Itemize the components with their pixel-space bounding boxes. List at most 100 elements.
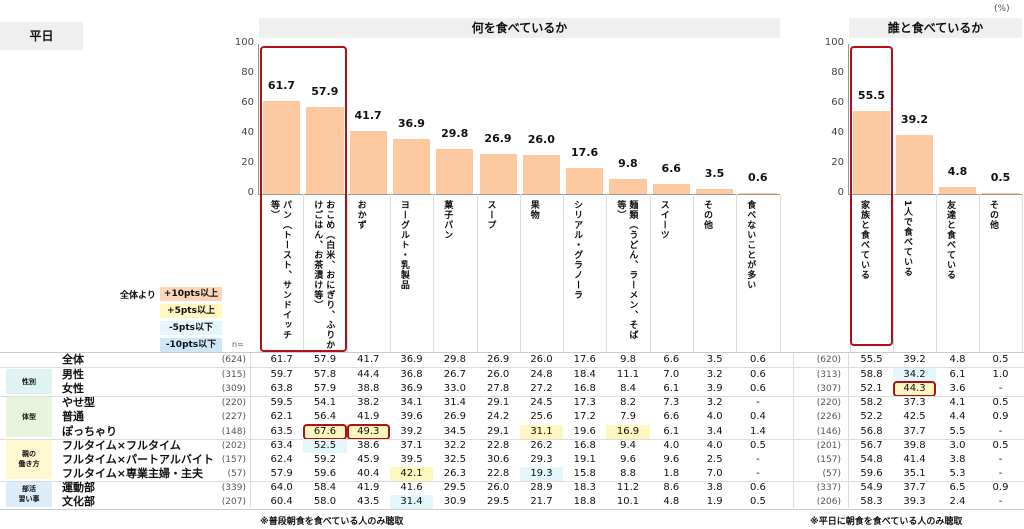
table-cell: 43.5 [357,496,380,507]
table-cell: - [998,496,1003,507]
table-cell: 0.6 [749,481,766,493]
table-divider [793,353,794,509]
y-axis [848,44,849,194]
y-tick-label: 20 [241,157,254,168]
table-cell: 8.8 [620,467,636,479]
n-count: (315) [221,370,246,381]
table-cell: 18.4 [573,369,596,381]
row-divider [0,396,1024,398]
table-cell: - [756,467,760,479]
category-label: 家族と食べている [859,200,869,280]
table-cell: 57.9 [313,354,337,365]
row-label: 女性 [62,382,84,396]
table-divider [848,353,849,509]
data-label: 9.8 [618,157,638,171]
table-cell: 54.9 [860,481,883,493]
data-label: 26.9 [484,131,512,145]
y-tick-label: 0 [247,187,254,198]
table-cell: 16.8 [573,383,596,395]
category-label: ヨーグルト・乳製品 [398,200,409,290]
table-cell: 37.3 [903,397,926,409]
table-cell: 27.8 [487,383,510,395]
table-cell: 9.6 [620,453,636,465]
table-cell: 24.2 [487,411,510,423]
table-cell: 62.1 [270,411,293,423]
category-label: おこめ（白米、おにぎり、ふりかけごはん、お茶漬け等） [312,200,335,350]
bar [306,107,344,194]
table-cell: 19.3 [519,466,564,481]
table-cell: - [998,425,1003,437]
y-tick-label: 80 [241,67,254,78]
category-label: スイーツ [658,200,669,240]
table-cell: 3.2 [706,369,723,381]
table-cell: 7.0 [663,369,680,381]
y-axis [258,44,259,194]
table-cell: - [756,453,760,465]
n-count: (148) [221,426,246,437]
column-divider [389,194,391,352]
n-count: (157) [221,454,246,465]
table-cell: 30.9 [443,496,466,507]
bar [263,101,301,194]
table-cell: 38.8 [357,383,380,395]
bar [739,193,777,194]
table-cell: 4.0 [706,439,723,451]
table-cell: 24.5 [530,397,553,409]
table-cell: 59.6 [860,467,883,479]
column-divider [476,194,478,352]
table-cell: 6.1 [663,425,680,437]
y-tick-label: 20 [831,157,844,168]
table-cell: 31.4 [443,397,466,409]
table-cell: 58.0 [313,496,337,507]
table-cell: 52.2 [860,411,883,423]
category-label: シリアル・グラノーラ [572,200,583,300]
row-label: フルタイム×パートアルバイト [62,452,214,466]
table-cell: 9.8 [620,354,636,365]
data-label: 57.9 [311,85,339,99]
table-cell: 36.9 [400,383,423,395]
table-cell: 39.2 [400,425,423,437]
table-cell: 57.8 [313,369,337,381]
bar [853,110,890,194]
table-cell: 9.4 [620,439,636,451]
table-cell: 58.4 [313,481,337,493]
table-cell: 57.9 [270,467,293,479]
y-tick-label: 40 [831,127,844,138]
table-cell: 4.0 [706,411,723,423]
table-cell: 26.0 [487,369,510,381]
data-label: 17.6 [571,145,599,159]
table-cell: - [756,397,760,409]
row-label: ぽっちゃり [62,424,117,438]
n-count: (57) [822,468,841,479]
table-cell: 0.9 [992,481,1009,493]
table-cell: 29.5 [487,496,510,507]
table-cell: 0.5 [749,496,766,507]
table-cell: 38.6 [357,439,380,451]
n-count: (337) [816,482,841,493]
category-label: 1人で食べている [902,200,912,278]
data-label: 29.8 [441,127,469,141]
table-cell: 9.6 [663,453,680,465]
table-cell: 37.7 [903,481,926,493]
table-cell: 22.8 [487,439,510,451]
table-cell: 54.8 [860,453,883,465]
table-cell: 39.5 [400,453,423,465]
table-cell: 8.2 [620,397,636,409]
bar [939,186,976,194]
table-cell: 7.3 [663,397,680,409]
row-label: フルタイム×専業主婦・主夫 [62,466,203,480]
group-label: 部活 習い事 [6,481,52,508]
table-cell: 63.8 [270,383,293,395]
n-count: (157) [816,454,841,465]
table-cell: 16.8 [573,439,596,451]
y-tick-label: 60 [241,97,254,108]
table-cell: 62.4 [270,453,293,465]
table-cell: 4.8 [663,496,680,507]
table-cell: 6.1 [663,383,680,395]
column-divider [1022,194,1023,352]
data-label: 26.0 [527,133,555,146]
table-cell: 3.9 [706,383,723,395]
table-cell: 0.6 [749,354,766,365]
table-cell: 36.8 [400,369,423,381]
table-cell: 56.7 [860,439,883,451]
